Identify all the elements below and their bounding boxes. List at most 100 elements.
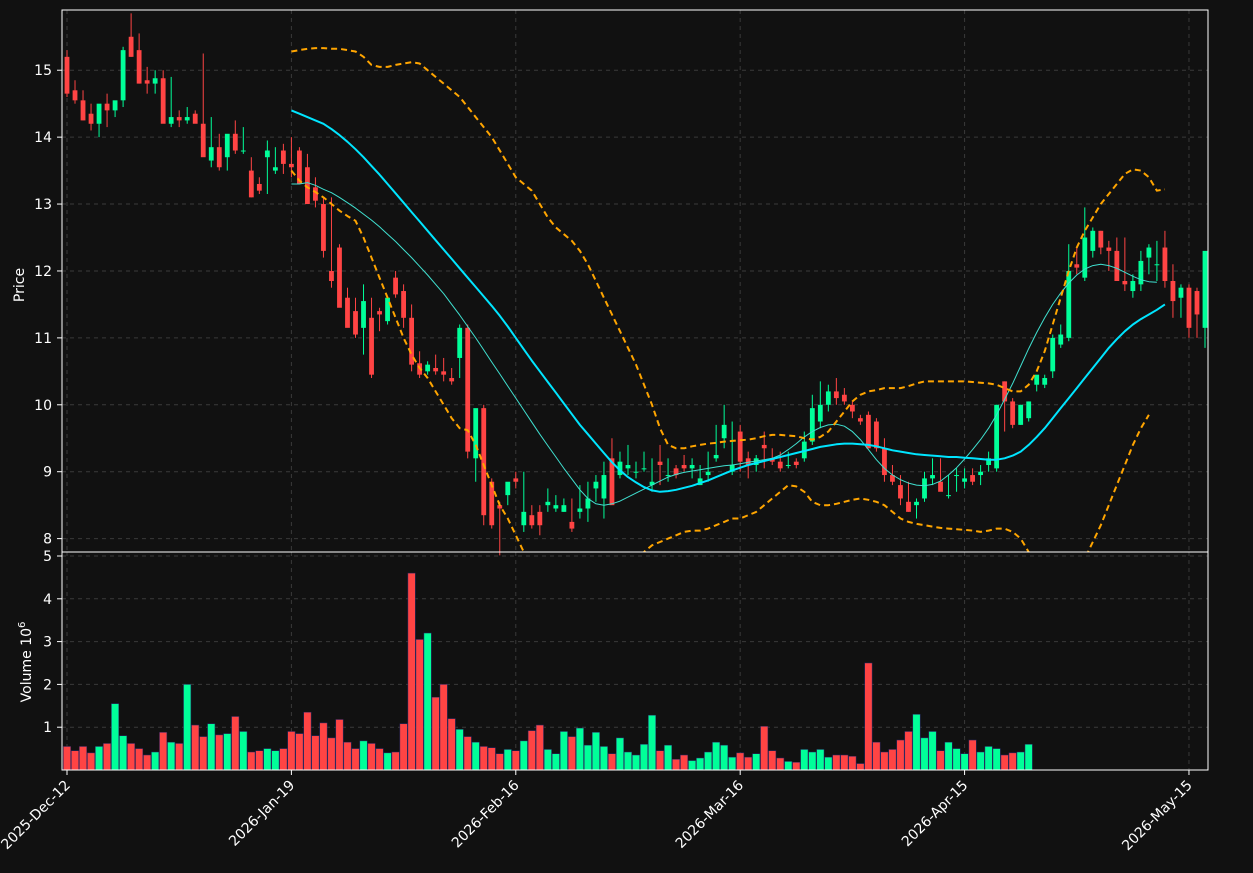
candle-body xyxy=(441,371,447,375)
volume-bar xyxy=(295,733,304,771)
volume-bar xyxy=(1016,751,1025,771)
volume-bar xyxy=(535,724,544,771)
volume-bar xyxy=(479,746,488,771)
volume-y-ticks: 1 2 3 4 5 xyxy=(43,549,62,736)
candle-body xyxy=(1130,281,1136,292)
candle-body xyxy=(954,475,959,477)
candle-body xyxy=(136,50,142,84)
candle-body xyxy=(1034,374,1040,385)
candle-body xyxy=(1090,230,1096,251)
volume-bar xyxy=(207,723,216,771)
volume-bar xyxy=(696,757,705,771)
volume-bar xyxy=(848,756,857,771)
volume-bar xyxy=(784,761,793,771)
volume-bar xyxy=(720,744,729,771)
candle-body xyxy=(737,431,743,462)
candle-body xyxy=(409,317,415,365)
volume-bar xyxy=(952,748,961,771)
volume-bar xyxy=(143,754,152,771)
volume-axis-exponent: 6 xyxy=(17,622,28,628)
volume-bar xyxy=(215,734,224,771)
candle-body xyxy=(433,367,439,372)
volume-bar xyxy=(175,743,184,771)
volume-bar xyxy=(415,639,424,771)
volume-tick-label: 5 xyxy=(43,549,52,565)
price-y-ticks: 8 9 10 11 12 13 14 15 xyxy=(34,63,62,548)
volume-bar xyxy=(263,748,272,771)
candle-body xyxy=(88,113,94,124)
candle-body xyxy=(849,404,855,412)
price-axis-label: Price xyxy=(12,268,28,302)
candle-body xyxy=(721,424,727,439)
volume-grid xyxy=(62,552,1208,770)
candle-body xyxy=(641,468,647,470)
volume-bar xyxy=(832,754,841,771)
candle-body xyxy=(874,421,879,449)
volume-bar xyxy=(792,762,801,771)
price-tick-label: 9 xyxy=(43,465,52,481)
candle-body xyxy=(152,78,158,84)
candle-body xyxy=(1106,247,1112,251)
candle-body xyxy=(833,391,839,399)
volume-bar xyxy=(912,714,921,771)
volume-tick-label: 1 xyxy=(43,720,52,736)
candle-body xyxy=(785,465,791,467)
candle-body xyxy=(689,465,695,469)
volume-bar xyxy=(728,756,737,771)
volume-bar xyxy=(271,750,280,771)
candle-body xyxy=(1026,401,1032,419)
candle-body xyxy=(857,418,863,422)
volume-bar xyxy=(736,752,745,771)
volume-bar xyxy=(640,744,648,771)
volume-bar xyxy=(551,753,560,771)
volume-bar xyxy=(624,751,632,771)
candle-body xyxy=(529,515,535,526)
volume-bar xyxy=(632,754,640,771)
candle-body xyxy=(1194,291,1200,315)
candle-body xyxy=(793,461,799,466)
price-tick-label: 13 xyxy=(34,197,52,213)
volume-bar xyxy=(984,746,993,771)
price-tick-label: 15 xyxy=(34,63,52,79)
candle-body xyxy=(513,478,519,482)
candle-body xyxy=(497,505,503,509)
candle-body xyxy=(817,404,823,422)
candle-body xyxy=(192,113,198,124)
candle-body xyxy=(104,103,110,111)
candle-body xyxy=(120,50,126,101)
volume-bar xyxy=(760,726,769,771)
candle-body xyxy=(801,441,807,459)
candle-body xyxy=(1122,281,1128,285)
candle-body xyxy=(761,444,767,449)
candle-body xyxy=(353,311,358,335)
volume-panel-frame xyxy=(61,551,1209,771)
candle-body xyxy=(1098,230,1104,248)
candle-body xyxy=(946,495,951,497)
volume-bar xyxy=(231,716,240,771)
volume-bar xyxy=(776,757,785,771)
volume-bar xyxy=(1008,752,1017,771)
volume-bar xyxy=(303,711,312,771)
candle-body xyxy=(930,475,935,479)
candle-body xyxy=(938,481,943,492)
volume-bar xyxy=(487,747,496,771)
volume-bar xyxy=(319,722,328,771)
candle-body xyxy=(1138,260,1144,285)
candle-body xyxy=(168,117,174,124)
volume-bar xyxy=(1000,754,1009,771)
candle-body xyxy=(160,78,166,124)
candle-body xyxy=(297,150,302,184)
candle-body xyxy=(665,475,671,477)
volume-bar xyxy=(688,760,697,771)
volume-bar xyxy=(600,746,608,771)
candle-body xyxy=(1042,378,1048,385)
candle-body xyxy=(593,481,599,489)
candle-body xyxy=(882,448,887,476)
candle-body xyxy=(321,204,326,251)
candle-body xyxy=(890,475,895,482)
volume-bar xyxy=(247,751,256,771)
candle-body xyxy=(753,458,759,466)
volume-bar xyxy=(519,740,528,771)
volume-bar xyxy=(672,759,681,771)
